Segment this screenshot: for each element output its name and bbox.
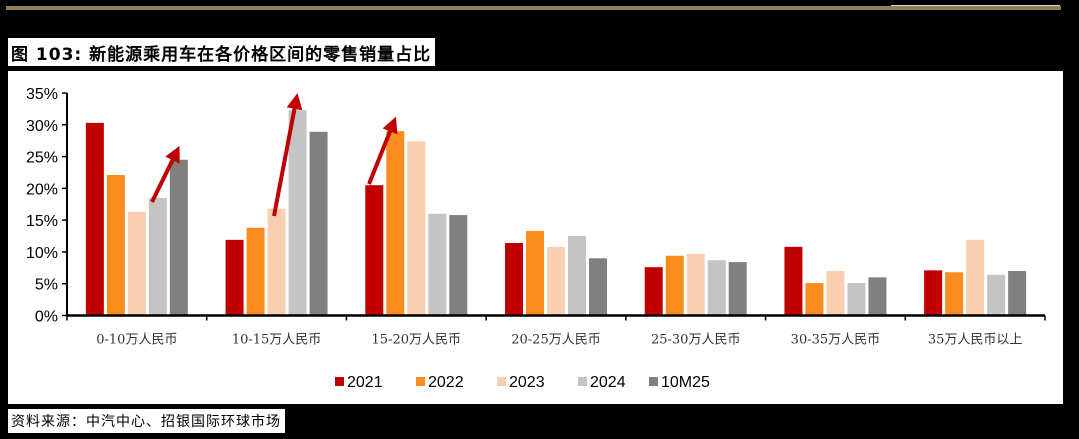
- legend-label: 2024: [590, 374, 626, 391]
- y-tick-label: 10%: [26, 245, 58, 262]
- bar: [365, 185, 384, 316]
- y-tick-label: 20%: [26, 181, 58, 198]
- bar: [169, 159, 188, 316]
- x-category-label: 10-15万人民币: [232, 333, 321, 348]
- bar: [407, 141, 426, 316]
- x-category-label: 25-30万人民币: [651, 333, 740, 348]
- bar: [924, 270, 943, 316]
- y-tick-label: 0%: [35, 309, 58, 326]
- y-axis: 0% 5% 10% 15% 20% 25% 30% 35%: [26, 86, 68, 326]
- bar: [1008, 271, 1027, 316]
- bar: [805, 283, 824, 316]
- bar: [784, 246, 803, 316]
- bar: [547, 246, 565, 316]
- bar: [665, 255, 684, 316]
- legend-label: 10M25: [661, 374, 710, 391]
- x-category-label: 30-35万人民币: [791, 333, 880, 348]
- bar: [707, 260, 726, 316]
- bar: [127, 211, 146, 316]
- bar: [868, 277, 887, 316]
- bar: [85, 122, 104, 316]
- legend-swatch: [416, 377, 425, 386]
- y-tick-label: 30%: [26, 118, 58, 135]
- bar: [728, 262, 747, 316]
- bar: [987, 274, 1006, 316]
- legend-swatch: [578, 377, 587, 386]
- figure-title-box: 图 103: 新能源乘用车在各价格区间的零售销量占比: [8, 38, 436, 66]
- legend-label: 2022: [428, 374, 464, 391]
- source-note-box: 资料来源：中汽中心、招银国际环球市场: [8, 409, 285, 433]
- legend-swatch: [649, 377, 658, 386]
- bar: [225, 239, 244, 316]
- bar: [148, 197, 167, 316]
- bar: [526, 230, 544, 316]
- trend-arrow-icon: [272, 93, 303, 217]
- x-category-label: 0-10万人民币: [96, 333, 177, 348]
- bar: [309, 131, 328, 316]
- source-note: 资料来源：中汽中心、招银国际环球市场: [11, 414, 281, 430]
- bar: [847, 283, 866, 316]
- legend-label: 2023: [509, 374, 545, 391]
- figure-title: 图 103: 新能源乘用车在各价格区间的零售销量占比: [11, 44, 432, 65]
- x-category-label: 35万人民币以上: [928, 333, 1023, 348]
- y-tick-label: 15%: [26, 213, 58, 230]
- legend-label: 2021: [347, 374, 383, 391]
- bar: [966, 239, 985, 316]
- header-rule: [6, 6, 1061, 10]
- y-tick-label: 35%: [26, 86, 58, 103]
- chart-panel: 0% 5% 10% 15% 20% 25% 30% 35% 0-10万人民币 10-15万人民币…: [8, 71, 1063, 404]
- trend-arrow-icon: [150, 145, 180, 203]
- legend-swatch: [335, 377, 344, 386]
- bar: [644, 267, 663, 316]
- bar: [288, 110, 307, 316]
- bar: [449, 215, 468, 316]
- trend-arrows: [150, 93, 398, 217]
- bar: [589, 258, 607, 316]
- bar: [246, 227, 265, 316]
- bar: [686, 253, 705, 316]
- bar: [428, 213, 447, 316]
- header-rule-highlight: [891, 5, 1060, 6]
- bar: [505, 243, 523, 316]
- bar-chart: 0% 5% 10% 15% 20% 25% 30% 35% 0-10万人民币 10-15万人民币…: [26, 86, 1046, 391]
- bar: [386, 131, 405, 316]
- trend-arrow-icon: [367, 116, 398, 185]
- bar: [826, 271, 845, 316]
- bar: [267, 208, 286, 316]
- x-category-label: 20-25万人民币: [511, 333, 600, 348]
- bar: [106, 175, 125, 316]
- y-tick-label: 25%: [26, 150, 58, 167]
- x-axis: 0-10万人民币 10-15万人民币 15-20万人民币 20-25万人民币 25-30…: [66, 314, 1046, 348]
- bar: [945, 272, 964, 316]
- bars: [85, 110, 1027, 316]
- legend: 2021 2022 2023 2024 10M25: [335, 374, 710, 391]
- y-tick-label: 5%: [35, 277, 58, 294]
- bar: [568, 236, 586, 316]
- x-category-label: 15-20万人民币: [372, 333, 461, 348]
- legend-swatch: [497, 377, 506, 386]
